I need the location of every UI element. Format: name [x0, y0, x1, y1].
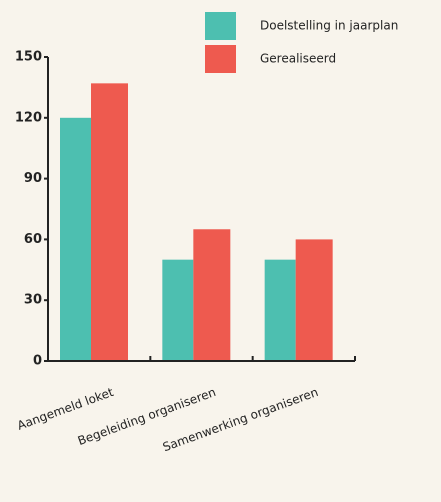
- y-tick-label: 120: [15, 110, 42, 125]
- bar: [264, 259, 296, 361]
- y-tick-label: 60: [24, 232, 42, 247]
- y-tick-label: 150: [15, 50, 42, 65]
- bar: [162, 259, 194, 361]
- legend-swatch: [205, 12, 236, 40]
- bar: [60, 117, 91, 361]
- y-tick-label: 30: [24, 293, 42, 308]
- legend-label: Gerealiseerd: [260, 52, 336, 66]
- bar: [193, 229, 231, 361]
- bar: [91, 83, 128, 361]
- legend-swatch: [205, 45, 236, 73]
- bar: [295, 239, 333, 361]
- y-tick-label: 90: [24, 171, 42, 186]
- legend-label: Doelstelling in jaarplan: [260, 19, 398, 33]
- y-tick-label: 0: [33, 354, 42, 369]
